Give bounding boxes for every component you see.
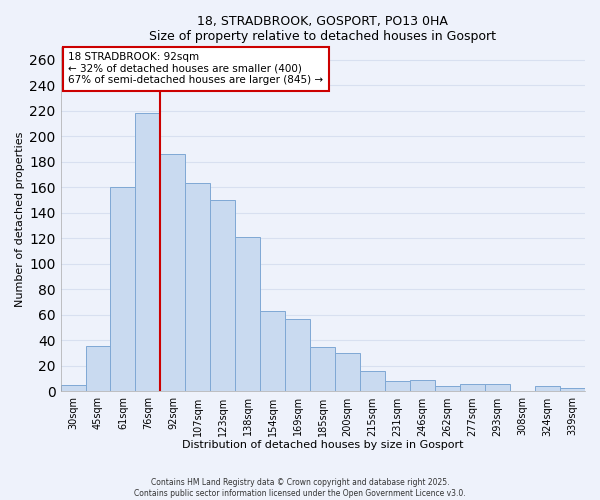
Bar [560, 388, 585, 392]
Text: 18 STRADBROOK: 92sqm
← 32% of detached houses are smaller (400)
67% of semi-deta: 18 STRADBROOK: 92sqm ← 32% of detached h… [68, 52, 323, 86]
Bar [435, 386, 460, 392]
Bar [286, 318, 310, 392]
Bar [185, 184, 211, 392]
Bar [410, 380, 435, 392]
Bar [335, 353, 360, 392]
Bar [110, 188, 136, 392]
Title: 18, STRADBROOK, GOSPORT, PO13 0HA
Size of property relative to detached houses i: 18, STRADBROOK, GOSPORT, PO13 0HA Size o… [149, 15, 496, 43]
Bar [310, 347, 335, 392]
Bar [260, 311, 286, 392]
Bar [385, 382, 410, 392]
Bar [235, 237, 260, 392]
Text: Contains HM Land Registry data © Crown copyright and database right 2025.
Contai: Contains HM Land Registry data © Crown c… [134, 478, 466, 498]
Bar [61, 385, 86, 392]
Bar [160, 154, 185, 392]
Bar [535, 386, 560, 392]
Y-axis label: Number of detached properties: Number of detached properties [15, 132, 25, 307]
X-axis label: Distribution of detached houses by size in Gosport: Distribution of detached houses by size … [182, 440, 464, 450]
Bar [360, 371, 385, 392]
Bar [460, 384, 485, 392]
Bar [211, 200, 235, 392]
Bar [485, 384, 510, 392]
Bar [136, 114, 160, 392]
Bar [86, 346, 110, 392]
